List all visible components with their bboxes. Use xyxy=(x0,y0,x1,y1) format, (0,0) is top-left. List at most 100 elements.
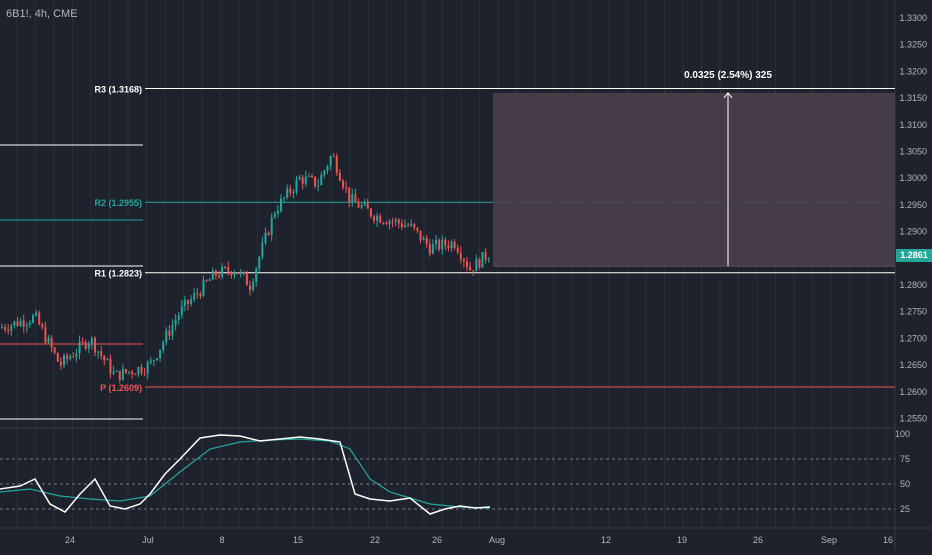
rsi-line xyxy=(0,434,491,515)
candle-body xyxy=(193,293,196,300)
candle-body xyxy=(97,351,100,353)
pivot-label: P (1.2609) xyxy=(100,383,142,393)
candle-body xyxy=(128,371,131,373)
candle-body xyxy=(72,356,75,358)
candle-body xyxy=(472,270,475,272)
rsi-tick-label: 75 xyxy=(900,454,910,464)
candle-body xyxy=(134,374,137,376)
candle-body xyxy=(345,187,348,189)
candle-body xyxy=(230,271,233,276)
candle-body xyxy=(329,156,332,167)
candle-body xyxy=(332,156,335,158)
candle-body xyxy=(208,279,211,281)
candle-body xyxy=(81,341,84,343)
candle-body xyxy=(404,225,406,228)
candle-body xyxy=(227,267,230,272)
candle-body xyxy=(304,176,307,184)
candle-body xyxy=(363,202,366,206)
measure-box xyxy=(493,92,895,267)
candle-body xyxy=(239,271,242,275)
candle-body xyxy=(469,267,472,271)
candle-body xyxy=(292,191,295,193)
candle-body xyxy=(354,194,357,203)
candle-body xyxy=(28,322,31,325)
candle-body xyxy=(351,194,354,202)
candle-body xyxy=(487,258,490,260)
candle-body xyxy=(7,329,10,331)
candle-body xyxy=(435,240,437,245)
candle-body xyxy=(267,232,270,235)
candle-body xyxy=(441,239,444,250)
candle-body xyxy=(165,330,168,343)
measure-arrowhead xyxy=(723,91,733,99)
candle-body xyxy=(112,371,115,374)
price-tick-label: 1.2750 xyxy=(899,307,927,317)
price-tick-label: 1.2800 xyxy=(899,280,927,290)
candle-body xyxy=(307,175,310,177)
candle-body xyxy=(190,299,193,304)
candle-body xyxy=(410,223,413,226)
candle-body xyxy=(242,271,245,274)
candle-body xyxy=(90,338,93,344)
candle-body xyxy=(44,327,47,343)
candle-body xyxy=(258,257,261,269)
candle-body xyxy=(131,371,134,375)
candle-body xyxy=(224,266,227,268)
candle-body xyxy=(462,259,465,262)
candle-body xyxy=(481,251,484,268)
candle-body xyxy=(16,321,19,326)
candle-body xyxy=(314,176,317,187)
candle-body xyxy=(298,177,301,180)
candle-body xyxy=(326,166,329,171)
candle-body xyxy=(283,197,286,199)
time-tick-label: 16 xyxy=(883,535,893,545)
time-tick-label: Jul xyxy=(142,535,154,545)
time-tick-label: Aug xyxy=(489,535,505,545)
candle-body xyxy=(264,232,267,243)
price-tick-label: 1.3100 xyxy=(899,120,927,130)
rsi-ma-line xyxy=(0,438,491,509)
candle-body xyxy=(301,177,304,184)
candle-body xyxy=(143,372,146,374)
r2-label: R2 (1.2955) xyxy=(94,198,142,208)
candle-body xyxy=(369,208,372,217)
candle-body xyxy=(431,244,434,254)
time-tick-label: 26 xyxy=(432,535,442,545)
price-tick-label: 1.2550 xyxy=(899,414,927,424)
time-tick-label: 26 xyxy=(753,535,763,545)
candle-body xyxy=(106,359,109,361)
candle-body xyxy=(53,347,56,353)
candle-body xyxy=(149,360,152,363)
candle-body xyxy=(376,215,379,221)
candle-body xyxy=(205,280,208,282)
candle-body xyxy=(115,370,118,372)
rsi-tick-label: 100 xyxy=(895,429,910,439)
candle-body xyxy=(196,293,199,295)
candle-body xyxy=(280,198,282,212)
candle-body xyxy=(475,258,478,272)
candle-body xyxy=(286,188,289,198)
candle-body xyxy=(360,205,363,208)
candle-body xyxy=(121,368,124,380)
candle-body xyxy=(459,252,462,260)
candle-body xyxy=(87,343,90,349)
time-tick-label: 22 xyxy=(370,535,380,545)
candle-body xyxy=(233,272,236,276)
candle-body xyxy=(335,156,338,173)
candle-body xyxy=(218,275,220,277)
candle-body xyxy=(366,202,369,209)
candle-body xyxy=(4,327,7,330)
candle-body xyxy=(109,359,112,374)
candle-body xyxy=(289,188,292,193)
candle-body xyxy=(214,270,217,276)
candle-body xyxy=(75,353,78,357)
candle-body xyxy=(50,337,53,348)
candle-body xyxy=(428,244,431,254)
candle-body xyxy=(385,222,388,225)
candle-body xyxy=(137,366,140,375)
candle-body xyxy=(342,180,344,188)
candle-body xyxy=(35,312,38,316)
candle-body xyxy=(162,342,165,350)
